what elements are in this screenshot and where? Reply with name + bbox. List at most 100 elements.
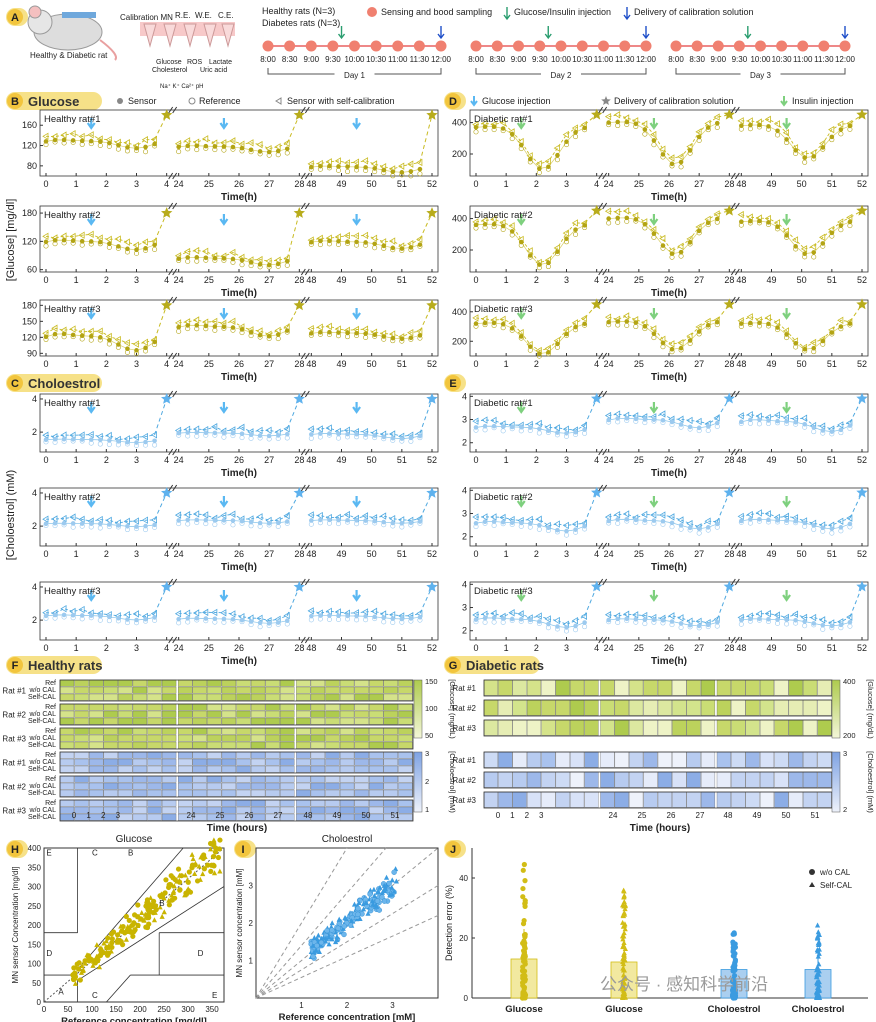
x-tick-label: 3 — [564, 275, 569, 285]
calibration-rise — [419, 586, 433, 614]
data-point — [520, 885, 526, 892]
reference-point — [784, 335, 790, 341]
reference-point — [354, 521, 360, 527]
heatmap-cell — [629, 791, 644, 808]
heatmap-cell — [192, 782, 207, 790]
selfcal-marker — [334, 233, 341, 241]
heatmap-cell — [89, 741, 104, 749]
injection-arrow — [544, 26, 552, 40]
data-point — [622, 945, 628, 951]
reference-point — [747, 321, 753, 327]
selfcal-marker — [352, 232, 359, 240]
sensor-point — [775, 518, 780, 523]
heatmap-cell — [296, 806, 311, 814]
heatmap-cell — [296, 789, 311, 797]
scatter-point — [87, 956, 93, 962]
scatter-point — [159, 913, 165, 919]
selfcal-marker — [659, 234, 666, 243]
injection-arrow-icon — [219, 308, 229, 320]
heatmap-cell — [325, 806, 340, 814]
reference-point — [705, 127, 711, 133]
reference-point — [554, 529, 560, 535]
animal-caption: Healthy & Diabetic rat — [30, 51, 108, 60]
x-tick-label: 50 — [367, 643, 377, 653]
sensor-point — [705, 525, 711, 530]
heatmap-cell — [398, 751, 413, 759]
heatmap-cell — [686, 771, 701, 788]
x-tick-label: 51 — [397, 455, 407, 465]
sensor-point — [221, 324, 227, 330]
axis-break — [304, 542, 310, 550]
scatter-point — [334, 933, 340, 939]
x-tick-label: 52 — [427, 643, 437, 653]
data-point — [521, 953, 527, 959]
reference-point — [239, 435, 245, 441]
x-axis-title: Reference concentration [mg/dl] — [61, 1016, 207, 1022]
heatmap-cell — [59, 734, 75, 742]
heatmap-cell — [236, 813, 251, 821]
calibration-star-icon — [426, 487, 438, 498]
sensor-point — [696, 134, 702, 140]
selfcal-marker — [325, 322, 332, 331]
reference-point — [660, 521, 666, 527]
reference-point — [363, 334, 369, 340]
sensor-point — [194, 255, 200, 260]
heatmap-cell — [236, 799, 251, 807]
scatter-point — [79, 963, 85, 969]
heatmap-x-tick: 2 — [525, 811, 530, 820]
axis-break — [598, 268, 604, 276]
scatter-point — [94, 942, 100, 948]
data-point — [621, 899, 627, 905]
sensor-point — [194, 430, 200, 435]
calibration-rise — [849, 114, 863, 124]
reference-point — [509, 136, 515, 142]
heatmap-cell — [59, 741, 75, 749]
reference-point — [79, 336, 85, 342]
injection-arrow-icon — [516, 308, 526, 320]
selfcal-marker — [499, 513, 506, 522]
injection-arrow-icon — [503, 7, 511, 21]
selfcal-marker — [379, 238, 387, 246]
reference-point — [143, 348, 149, 354]
x-tick-label: 24 — [174, 275, 184, 285]
colorbar — [831, 679, 841, 739]
sensor-point — [811, 345, 817, 351]
selfcal-marker — [141, 136, 148, 144]
reference-point — [793, 344, 799, 350]
selfcal-marker — [132, 517, 139, 525]
reference-point — [399, 619, 405, 625]
heatmap-cell — [354, 686, 369, 694]
calibration-star-icon — [293, 299, 305, 311]
selfcal-marker — [604, 207, 612, 215]
reference-point — [633, 519, 639, 525]
sampling-dot — [555, 40, 567, 52]
timeline-tick: 10:30 — [572, 55, 593, 64]
selfcal-marker — [580, 421, 587, 430]
reference-point — [847, 223, 853, 229]
scatter-point — [98, 950, 105, 956]
reference-point — [308, 435, 314, 441]
x-tick-label: 2 — [345, 1001, 350, 1010]
scatter-point — [158, 891, 164, 897]
reference-point — [335, 521, 341, 527]
selfcal-marker — [622, 207, 630, 215]
reference-point — [257, 334, 263, 340]
x-tick-label: 50 — [797, 179, 807, 189]
heatmap-cell — [178, 703, 193, 711]
selfcal-marker — [87, 131, 94, 139]
reference-point — [212, 257, 218, 263]
selfcal-marker — [192, 609, 200, 617]
scatter-point — [326, 941, 332, 947]
heatmap-cell — [265, 782, 280, 790]
sensor-legend-icon — [117, 98, 123, 104]
heatmap-cell — [89, 727, 104, 735]
axis-break — [300, 172, 306, 180]
axis-break — [602, 390, 608, 398]
panel-badge-dot — [445, 375, 461, 391]
data-point — [816, 982, 822, 988]
heatmap-cell — [354, 789, 369, 797]
data-point — [619, 933, 626, 939]
injection-arrow-icon — [649, 496, 659, 508]
x-tick-label: 27 — [694, 275, 704, 285]
